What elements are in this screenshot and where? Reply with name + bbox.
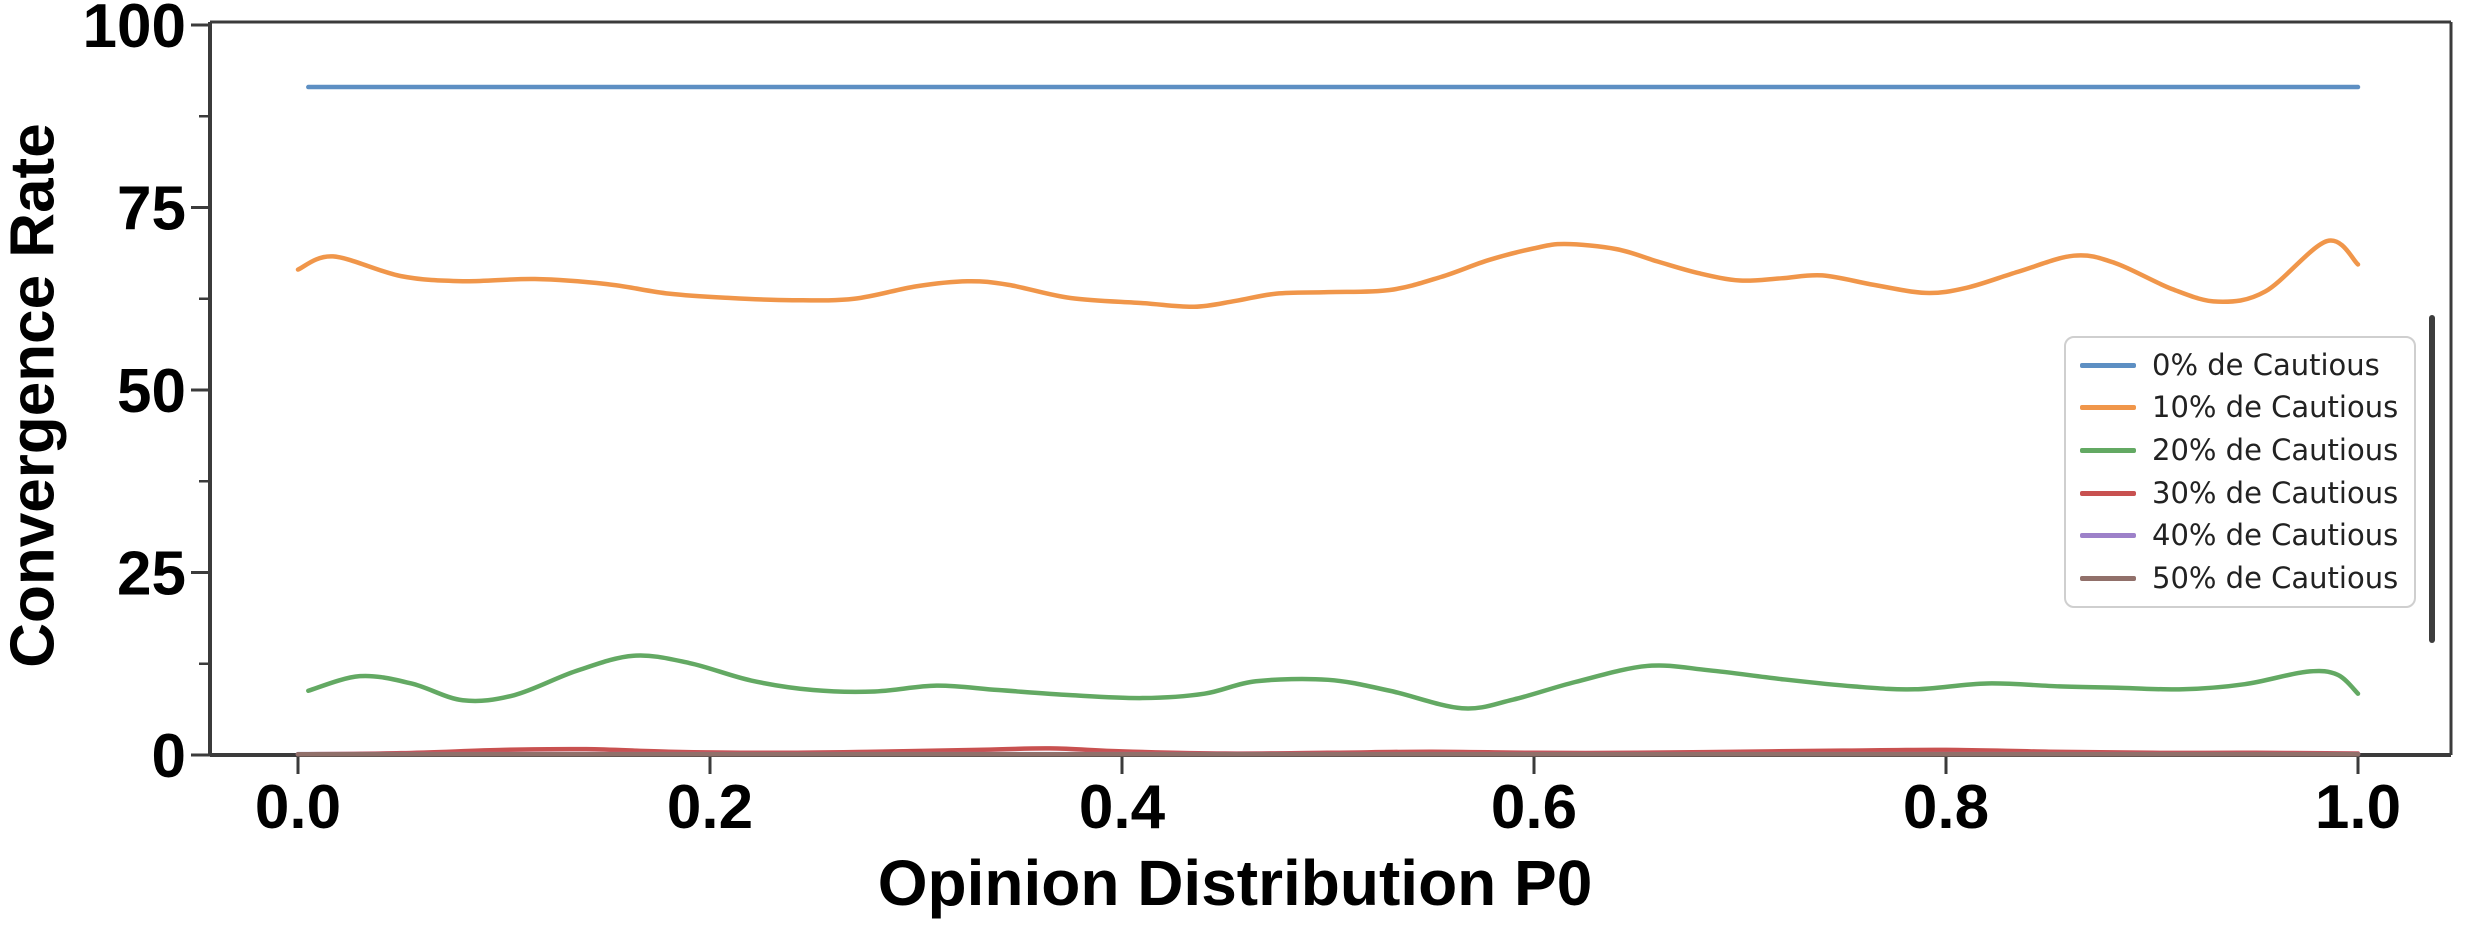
x-tick-label: 0.6	[1491, 773, 1577, 842]
legend-item-0: 0% de Cautious	[2080, 347, 2400, 382]
legend-swatch-icon	[2080, 362, 2136, 368]
series-line-2	[306, 653, 2361, 711]
legend-swatch-icon	[2080, 490, 2136, 496]
y-tick-label: 100	[83, 0, 186, 61]
x-tick-label: 0.0	[255, 773, 341, 842]
y-tick-label: 50	[117, 357, 186, 426]
legend-label: 50% de Cautious	[2152, 561, 2399, 596]
x-tick-label: 0.8	[1903, 773, 1989, 842]
legend-item-5: 50% de Cautious	[2080, 564, 2400, 593]
legend-label: 20% de Cautious	[2152, 433, 2399, 468]
scrollbar-thumb[interactable]	[2429, 315, 2435, 643]
x-tick-label: 1.0	[2315, 773, 2401, 842]
y-tick-label: 25	[117, 540, 186, 609]
legend-item-2: 20% de Cautious	[2080, 436, 2400, 465]
legend-swatch-icon	[2080, 576, 2136, 582]
legend-swatch-icon	[2080, 405, 2136, 411]
legend-swatch-icon	[2080, 448, 2136, 454]
legend-swatch-icon	[2080, 533, 2136, 539]
legend-item-3: 30% de Cautious	[2080, 475, 2400, 510]
series-line-1	[295, 238, 2361, 310]
x-axis-label: Opinion Distribution P0	[877, 847, 1593, 919]
legend-label: 0% de Cautious	[2152, 347, 2380, 382]
legend-label: 10% de Cautious	[2152, 390, 2399, 425]
legend-label: 30% de Cautious	[2152, 475, 2399, 510]
legend-item-1: 10% de Cautious	[2080, 393, 2400, 422]
x-tick-label: 0.4	[1079, 773, 1166, 842]
y-tick-label: 0	[152, 722, 186, 791]
y-tick-label: 75	[117, 175, 186, 244]
legend-label: 40% de Cautious	[2152, 518, 2399, 553]
y-axis-label: Convergence Rate	[0, 123, 68, 668]
legend-item-4: 40% de Cautious	[2080, 521, 2400, 550]
legend-box: 0% de Cautious 10% de Cautious 20% de Caut…	[2064, 336, 2416, 608]
x-tick-label: 0.2	[667, 773, 753, 842]
